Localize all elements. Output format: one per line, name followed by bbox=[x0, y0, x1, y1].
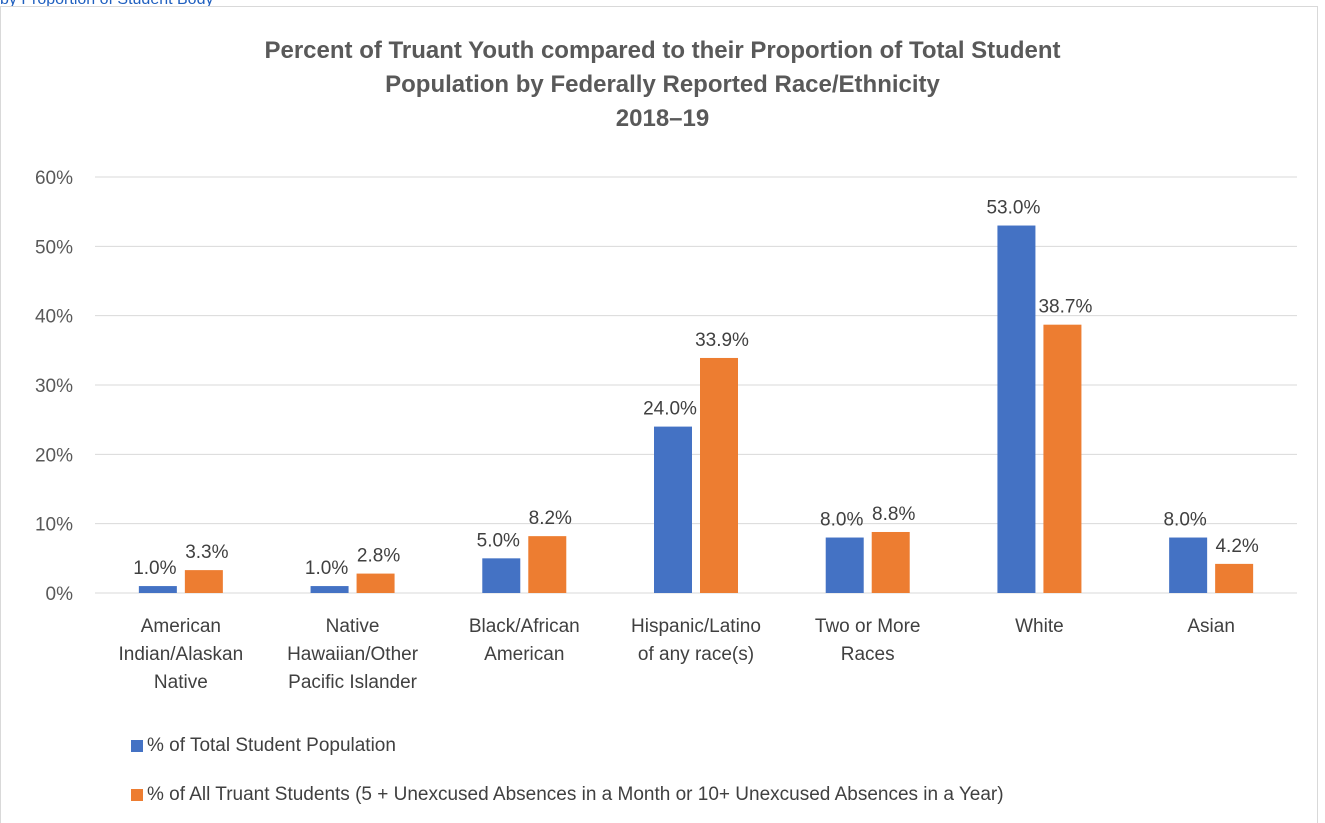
x-tick-label-line: Native bbox=[153, 672, 208, 693]
x-tick-label-line: Two or More bbox=[814, 616, 921, 637]
data-label: 33.9% bbox=[695, 330, 749, 351]
chart-title: Percent of Truant Youth compared to thei… bbox=[0, 34, 1325, 136]
data-label: 4.2% bbox=[1215, 536, 1258, 557]
x-tick-label-line: Races bbox=[840, 644, 895, 665]
x-tick-label-line: Native bbox=[325, 616, 380, 637]
legend-item-truant-students: % of All Truant Students (5 + Unexcused … bbox=[131, 783, 1004, 807]
data-label: 8.0% bbox=[1163, 510, 1206, 531]
data-label: 53.0% bbox=[986, 198, 1040, 219]
data-label: 1.0% bbox=[305, 558, 348, 579]
chart-title-line-2: Population by Federally Reported Race/Et… bbox=[385, 71, 940, 98]
data-label: 8.8% bbox=[872, 504, 915, 525]
x-tick-label: White bbox=[949, 613, 1129, 641]
y-tick-label: 60% bbox=[35, 168, 73, 189]
x-tick-label-line: Hawaiian/Other bbox=[287, 644, 419, 665]
y-tick-label: 40% bbox=[35, 307, 73, 328]
y-tick-label: 50% bbox=[35, 237, 73, 258]
x-tick-label: American Indian/Alaskan Native bbox=[91, 613, 271, 697]
x-tick-label: Asian bbox=[1121, 613, 1301, 641]
bar bbox=[528, 536, 567, 593]
data-label: 8.0% bbox=[820, 510, 863, 531]
data-label: 5.0% bbox=[477, 530, 520, 551]
bar bbox=[184, 570, 223, 593]
legend-label-truant-students: % of All Truant Students (5 + Unexcused … bbox=[147, 784, 1004, 805]
x-tick-label: Native Hawaiian/Other Pacific Islander bbox=[263, 613, 443, 697]
legend-label-total-population: % of Total Student Population bbox=[147, 735, 396, 756]
bar bbox=[356, 573, 395, 593]
x-tick-label: Two or More Races bbox=[778, 613, 958, 669]
data-label: 2.8% bbox=[357, 546, 400, 567]
data-label: 1.0% bbox=[133, 558, 176, 579]
x-tick-label-line: of any race(s) bbox=[637, 644, 755, 665]
chart-title-line-1: Percent of Truant Youth compared to thei… bbox=[264, 37, 1061, 64]
x-tick-label-line: White bbox=[1015, 616, 1064, 637]
y-tick-label: 10% bbox=[35, 515, 73, 536]
data-label: 8.2% bbox=[529, 508, 572, 529]
top-caption: by Proportion of Student Body bbox=[0, 0, 213, 9]
x-tick-label-line: Indian/Alaskan bbox=[118, 644, 244, 665]
x-tick-label-line: American bbox=[484, 644, 565, 665]
x-tick-label: Hispanic/Latino of any race(s) bbox=[606, 613, 786, 669]
x-tick-label: Black/African American bbox=[434, 613, 614, 669]
data-label: 38.7% bbox=[1038, 297, 1092, 318]
bar bbox=[825, 537, 864, 593]
chart-title-line-3: 2018–19 bbox=[615, 105, 710, 132]
bar bbox=[138, 586, 177, 593]
bar bbox=[482, 558, 521, 593]
bar bbox=[654, 426, 692, 593]
data-label: 24.0% bbox=[643, 399, 697, 420]
bar bbox=[700, 357, 738, 593]
bar bbox=[1215, 563, 1254, 593]
legend-swatch-orange bbox=[131, 789, 143, 801]
data-label: 3.3% bbox=[185, 542, 228, 563]
y-tick-label: 20% bbox=[35, 445, 73, 466]
legend-swatch-blue bbox=[131, 740, 143, 752]
legend-item-total-population: % of Total Student Population bbox=[131, 734, 396, 758]
bar bbox=[1169, 537, 1208, 593]
x-tick-label-line: Pacific Islander bbox=[288, 672, 417, 693]
y-tick-label: 30% bbox=[35, 376, 73, 397]
bar bbox=[1043, 324, 1082, 593]
x-tick-label-line: American bbox=[140, 616, 221, 637]
x-tick-label-line: Hispanic/Latino bbox=[631, 616, 761, 637]
y-tick-label: 0% bbox=[46, 584, 74, 605]
chart-frame bbox=[0, 6, 1318, 823]
bar bbox=[310, 586, 349, 593]
bar bbox=[997, 225, 1036, 594]
x-tick-label-line: Black/African bbox=[468, 616, 580, 637]
bar bbox=[871, 531, 910, 593]
x-tick-label-line: Asian bbox=[1187, 616, 1235, 637]
